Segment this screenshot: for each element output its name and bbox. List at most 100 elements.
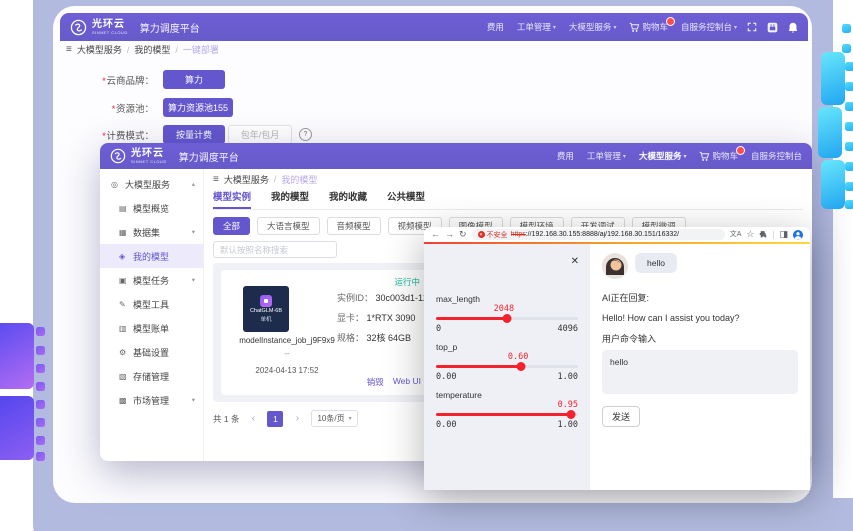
command-input[interactable]: hello <box>602 350 798 394</box>
slider-max: 1.00 <box>557 420 578 430</box>
slider-handle[interactable] <box>502 314 512 323</box>
menu-item-cart[interactable]: 购物车 <box>629 17 675 33</box>
slider-track[interactable] <box>436 410 578 419</box>
breadcrumb-item-current: 一键部署 <box>182 45 219 55</box>
sidebar-item-basic-settings[interactable]: ⚙ 基础设置 <box>119 347 170 358</box>
browser-popup: ← → ↻ ✕ 不安全 https://192.168.30.155:8888/… <box>424 227 810 490</box>
bookmark-star-icon[interactable]: ☆ <box>746 229 755 239</box>
total-count: 共 1 条 <box>213 413 240 424</box>
next-page-button[interactable]: › <box>295 412 300 424</box>
collapse-menu-icon[interactable]: ≡ <box>213 173 219 185</box>
breadcrumb-item[interactable]: 大模型服务 <box>76 45 122 55</box>
current-page-button[interactable]: 1 <box>267 410 284 427</box>
model-chip-icon <box>260 295 272 307</box>
deco-purple-square <box>36 346 45 355</box>
card-actions: 销毁 Web UI <box>367 376 421 388</box>
profile-icon[interactable] <box>793 229 803 240</box>
extensions-icon[interactable] <box>759 230 768 239</box>
slider-label: temperature <box>436 390 482 400</box>
sidebar-item-marketplace[interactable]: ▩ 市场管理 ▾ <box>119 395 195 406</box>
bell-icon[interactable] <box>788 22 798 33</box>
parameters-panel: ✕ max_length 2048 0 4096 top_p 0.60 0.00 1… <box>424 244 590 490</box>
sidebar-item-storage[interactable]: ▧ 存储管理 <box>119 371 170 382</box>
forward-icon[interactable]: → <box>445 229 454 239</box>
back-window-header: 光环云 SINNET CLOUD 算力调度平台 费用 工单管理 ▾ 大模型服务 ▾ … <box>60 13 808 41</box>
not-secure-badge[interactable]: ✕ 不安全 <box>477 231 508 239</box>
address-bar[interactable]: ✕ 不安全 https://192.168.30.155:8888/aj/192… <box>471 229 725 240</box>
slider-track[interactable] <box>436 314 578 323</box>
deco-cyan-block <box>821 160 845 209</box>
cloud-brand-option-button[interactable]: 算力 <box>163 70 225 89</box>
sidebar-item-datasets[interactable]: ▦ 数据集 ▾ <box>119 227 195 238</box>
slider-handle[interactable] <box>566 410 576 419</box>
user-avatar <box>602 253 628 279</box>
required-mark: * <box>111 103 115 115</box>
filter-llm[interactable]: 大语言模型 <box>257 217 320 235</box>
sidebar-item-model-tools[interactable]: ✎ 模型工具 <box>119 299 170 310</box>
send-button[interactable]: 发送 <box>602 406 641 427</box>
filter-all[interactable]: 全部 <box>213 217 251 235</box>
chevron-up-icon: ▴ <box>191 181 195 188</box>
sidebar-item-model-billing[interactable]: ▥ 模型账单 <box>119 323 170 334</box>
menu-item-console[interactable]: 自服务控制台 ▾ <box>680 22 737 32</box>
sinnet-cloud-logo-icon <box>110 148 126 164</box>
filter-audio[interactable]: 音频模型 <box>326 217 381 235</box>
model-icon: ◈ <box>119 251 126 261</box>
tab-model-instances[interactable]: 模型实例 <box>213 189 252 209</box>
menu-item-llm-services[interactable]: 大模型服务 ▾ <box>568 22 617 32</box>
back-icon[interactable]: ← <box>431 229 440 239</box>
cart-badge <box>735 146 745 155</box>
tab-my-models[interactable]: 我的模型 <box>271 192 310 203</box>
billing-pay-as-you-go-button[interactable]: 按量计费 <box>163 125 225 144</box>
tab-public-models[interactable]: 公共模型 <box>387 192 426 203</box>
menu-item-fees[interactable]: 费用 <box>486 22 504 32</box>
sidebar-item-model-tasks[interactable]: ▣ 模型任务 ▾ <box>119 275 195 286</box>
sidebar-item-model-overview[interactable]: ▤ 模型概览 <box>119 203 170 214</box>
menu-item-cart[interactable]: 购物车 <box>699 146 745 162</box>
back-breadcrumb: ≡ 大模型服务 / 我的模型 / 一键部署 <box>66 44 219 55</box>
menu-item-fees[interactable]: 费用 <box>556 151 574 161</box>
menu-item-llm-services[interactable]: 大模型服务 ▾ <box>638 151 687 161</box>
resource-pool-option-button[interactable]: 算力资源池155 <box>163 98 233 117</box>
bill-icon: ▥ <box>119 323 127 333</box>
chevron-down-icon: ▾ <box>191 229 195 236</box>
sidebar-item-llm-services[interactable]: ◎ 大模型服务 ▴ <box>111 179 195 190</box>
slider-handle[interactable] <box>516 362 526 371</box>
slider-value: 0.60 <box>507 352 529 362</box>
breadcrumb-item[interactable]: 我的模型 <box>134 45 171 55</box>
fullscreen-icon[interactable] <box>747 22 757 32</box>
translate-icon[interactable]: 文A <box>729 231 742 238</box>
front-window-header: 光环云 SINNET CLOUD 算力调度平台 费用 工单管理 ▾ 大模型服务 ▾ … <box>100 143 812 169</box>
close-icon[interactable]: ✕ <box>570 256 579 267</box>
webui-link[interactable]: Web UI <box>392 376 421 386</box>
slider-track[interactable] <box>436 362 578 371</box>
side-panel-icon[interactable]: ◨ <box>779 229 788 239</box>
ai-reply-text: Hello! How can I assist you today? <box>602 313 740 323</box>
chevron-down-icon: ▾ <box>191 277 195 284</box>
search-input[interactable] <box>213 241 337 258</box>
tab-my-favorites[interactable]: 我的收藏 <box>329 192 368 203</box>
billing-subscription-button[interactable]: 包年/包月 <box>228 125 292 144</box>
front-breadcrumb: ≡ 大模型服务 / 我的模型 <box>213 173 318 185</box>
reload-icon[interactable]: ↻ <box>459 229 467 239</box>
ai-app-icon[interactable] <box>767 22 778 33</box>
destroy-link[interactable]: 销毁 <box>366 377 384 387</box>
prev-page-button[interactable]: ‹ <box>251 412 256 424</box>
dashboard-icon: ▤ <box>119 203 127 213</box>
instance-card[interactable]: 运行中 ChatGLM-6B 单机 modelInstance_job_j9F9… <box>221 270 436 395</box>
deco-purple-block <box>0 323 34 389</box>
page-size-select[interactable]: 10条/页 ▾ <box>311 410 358 427</box>
chevron-down-icon: ▾ <box>622 153 626 160</box>
help-icon[interactable]: ? <box>299 128 312 141</box>
menu-item-console[interactable]: 自服务控制台 <box>750 151 802 161</box>
menu-item-work-orders[interactable]: 工单管理 ▾ <box>586 151 626 161</box>
cart-icon <box>700 151 710 161</box>
menu-item-work-orders[interactable]: 工单管理 ▾ <box>516 22 556 32</box>
deco-purple-square <box>36 382 45 391</box>
collapse-menu-icon[interactable]: ≡ <box>66 44 72 55</box>
user-message-bubble: hello <box>635 253 677 273</box>
sidebar-item-my-models[interactable]: ◈ 我的模型 <box>100 244 203 268</box>
breadcrumb-item[interactable]: 大模型服务 <box>223 174 269 185</box>
field-label: 资源池： <box>115 103 154 115</box>
